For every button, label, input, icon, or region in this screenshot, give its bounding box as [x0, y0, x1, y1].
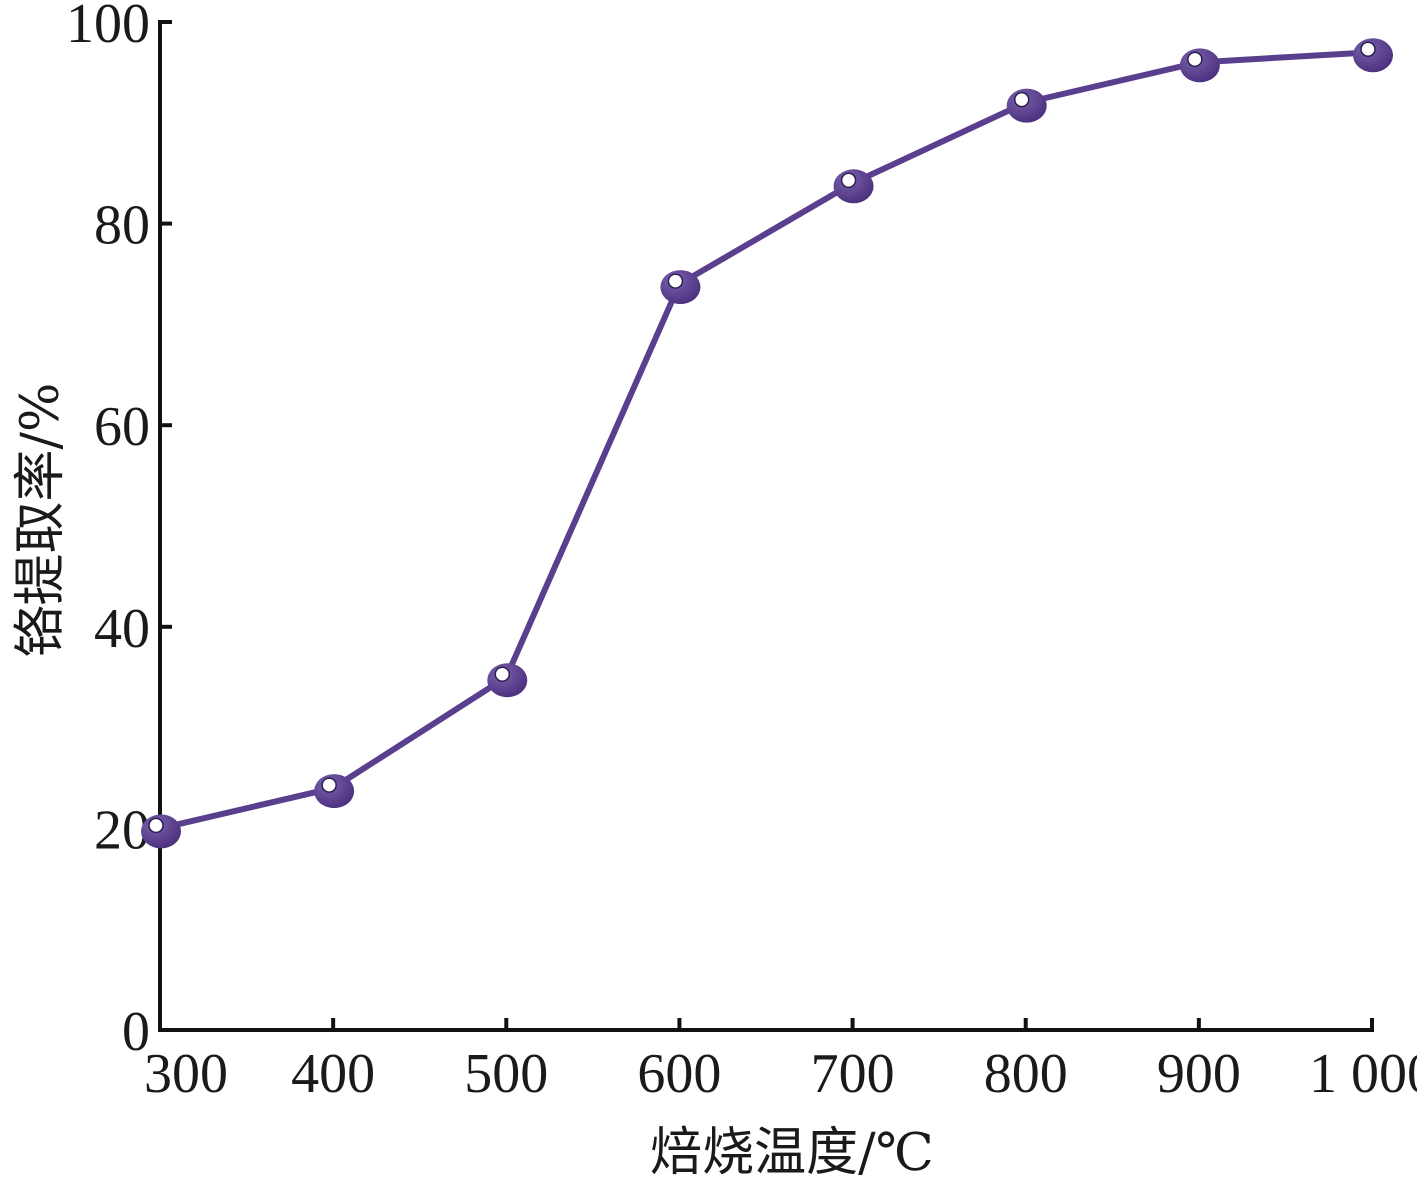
- data-point-highlight: [321, 777, 337, 793]
- y-axis-label: 铬提取率/%: [11, 383, 71, 658]
- data-point: [1353, 38, 1393, 73]
- y-axis-ticks: 0 20 40 60 80 100: [66, 0, 172, 1063]
- data-point: [1179, 48, 1220, 83]
- data-point-highlight: [1360, 41, 1376, 57]
- x-axis-ticks: 300 400 500 600 700 800 900 1 000: [144, 1018, 1417, 1105]
- data-point: [487, 663, 528, 698]
- data-point-highlight: [840, 172, 857, 189]
- data-point: [314, 774, 355, 809]
- data-point: [141, 814, 181, 849]
- data-point-highlight: [148, 817, 164, 834]
- data-point-highlight: [1013, 91, 1030, 108]
- axes: [158, 20, 1374, 1032]
- y-tick-label: 100: [66, 0, 150, 55]
- x-tick-label: 400: [291, 1043, 375, 1105]
- y-tick-label: 60: [94, 396, 150, 458]
- series-layer: [141, 38, 1393, 849]
- x-tick-label: 300: [144, 1043, 228, 1105]
- data-point-highlight: [667, 273, 684, 289]
- y-tick-label: 20: [94, 799, 150, 861]
- y-tick-label: 0: [122, 1001, 150, 1063]
- data-point: [1006, 88, 1047, 123]
- x-axis-label: 焙烧温度/℃: [650, 1123, 934, 1181]
- series-line: [159, 49, 1373, 832]
- data-point-highlight: [1187, 51, 1203, 68]
- x-tick-label: 600: [637, 1043, 721, 1105]
- x-tick-label: 900: [1157, 1043, 1241, 1105]
- y-tick-label: 80: [94, 195, 150, 257]
- x-tick-label: 700: [811, 1043, 895, 1105]
- data-point: [833, 169, 874, 204]
- data-point: [660, 270, 701, 305]
- y-tick-label: 40: [94, 598, 150, 660]
- x-tick-label: 500: [464, 1043, 548, 1105]
- data-point-highlight: [494, 666, 511, 682]
- x-tick-label: 1 000: [1309, 1043, 1417, 1105]
- x-tick-label: 800: [984, 1043, 1068, 1105]
